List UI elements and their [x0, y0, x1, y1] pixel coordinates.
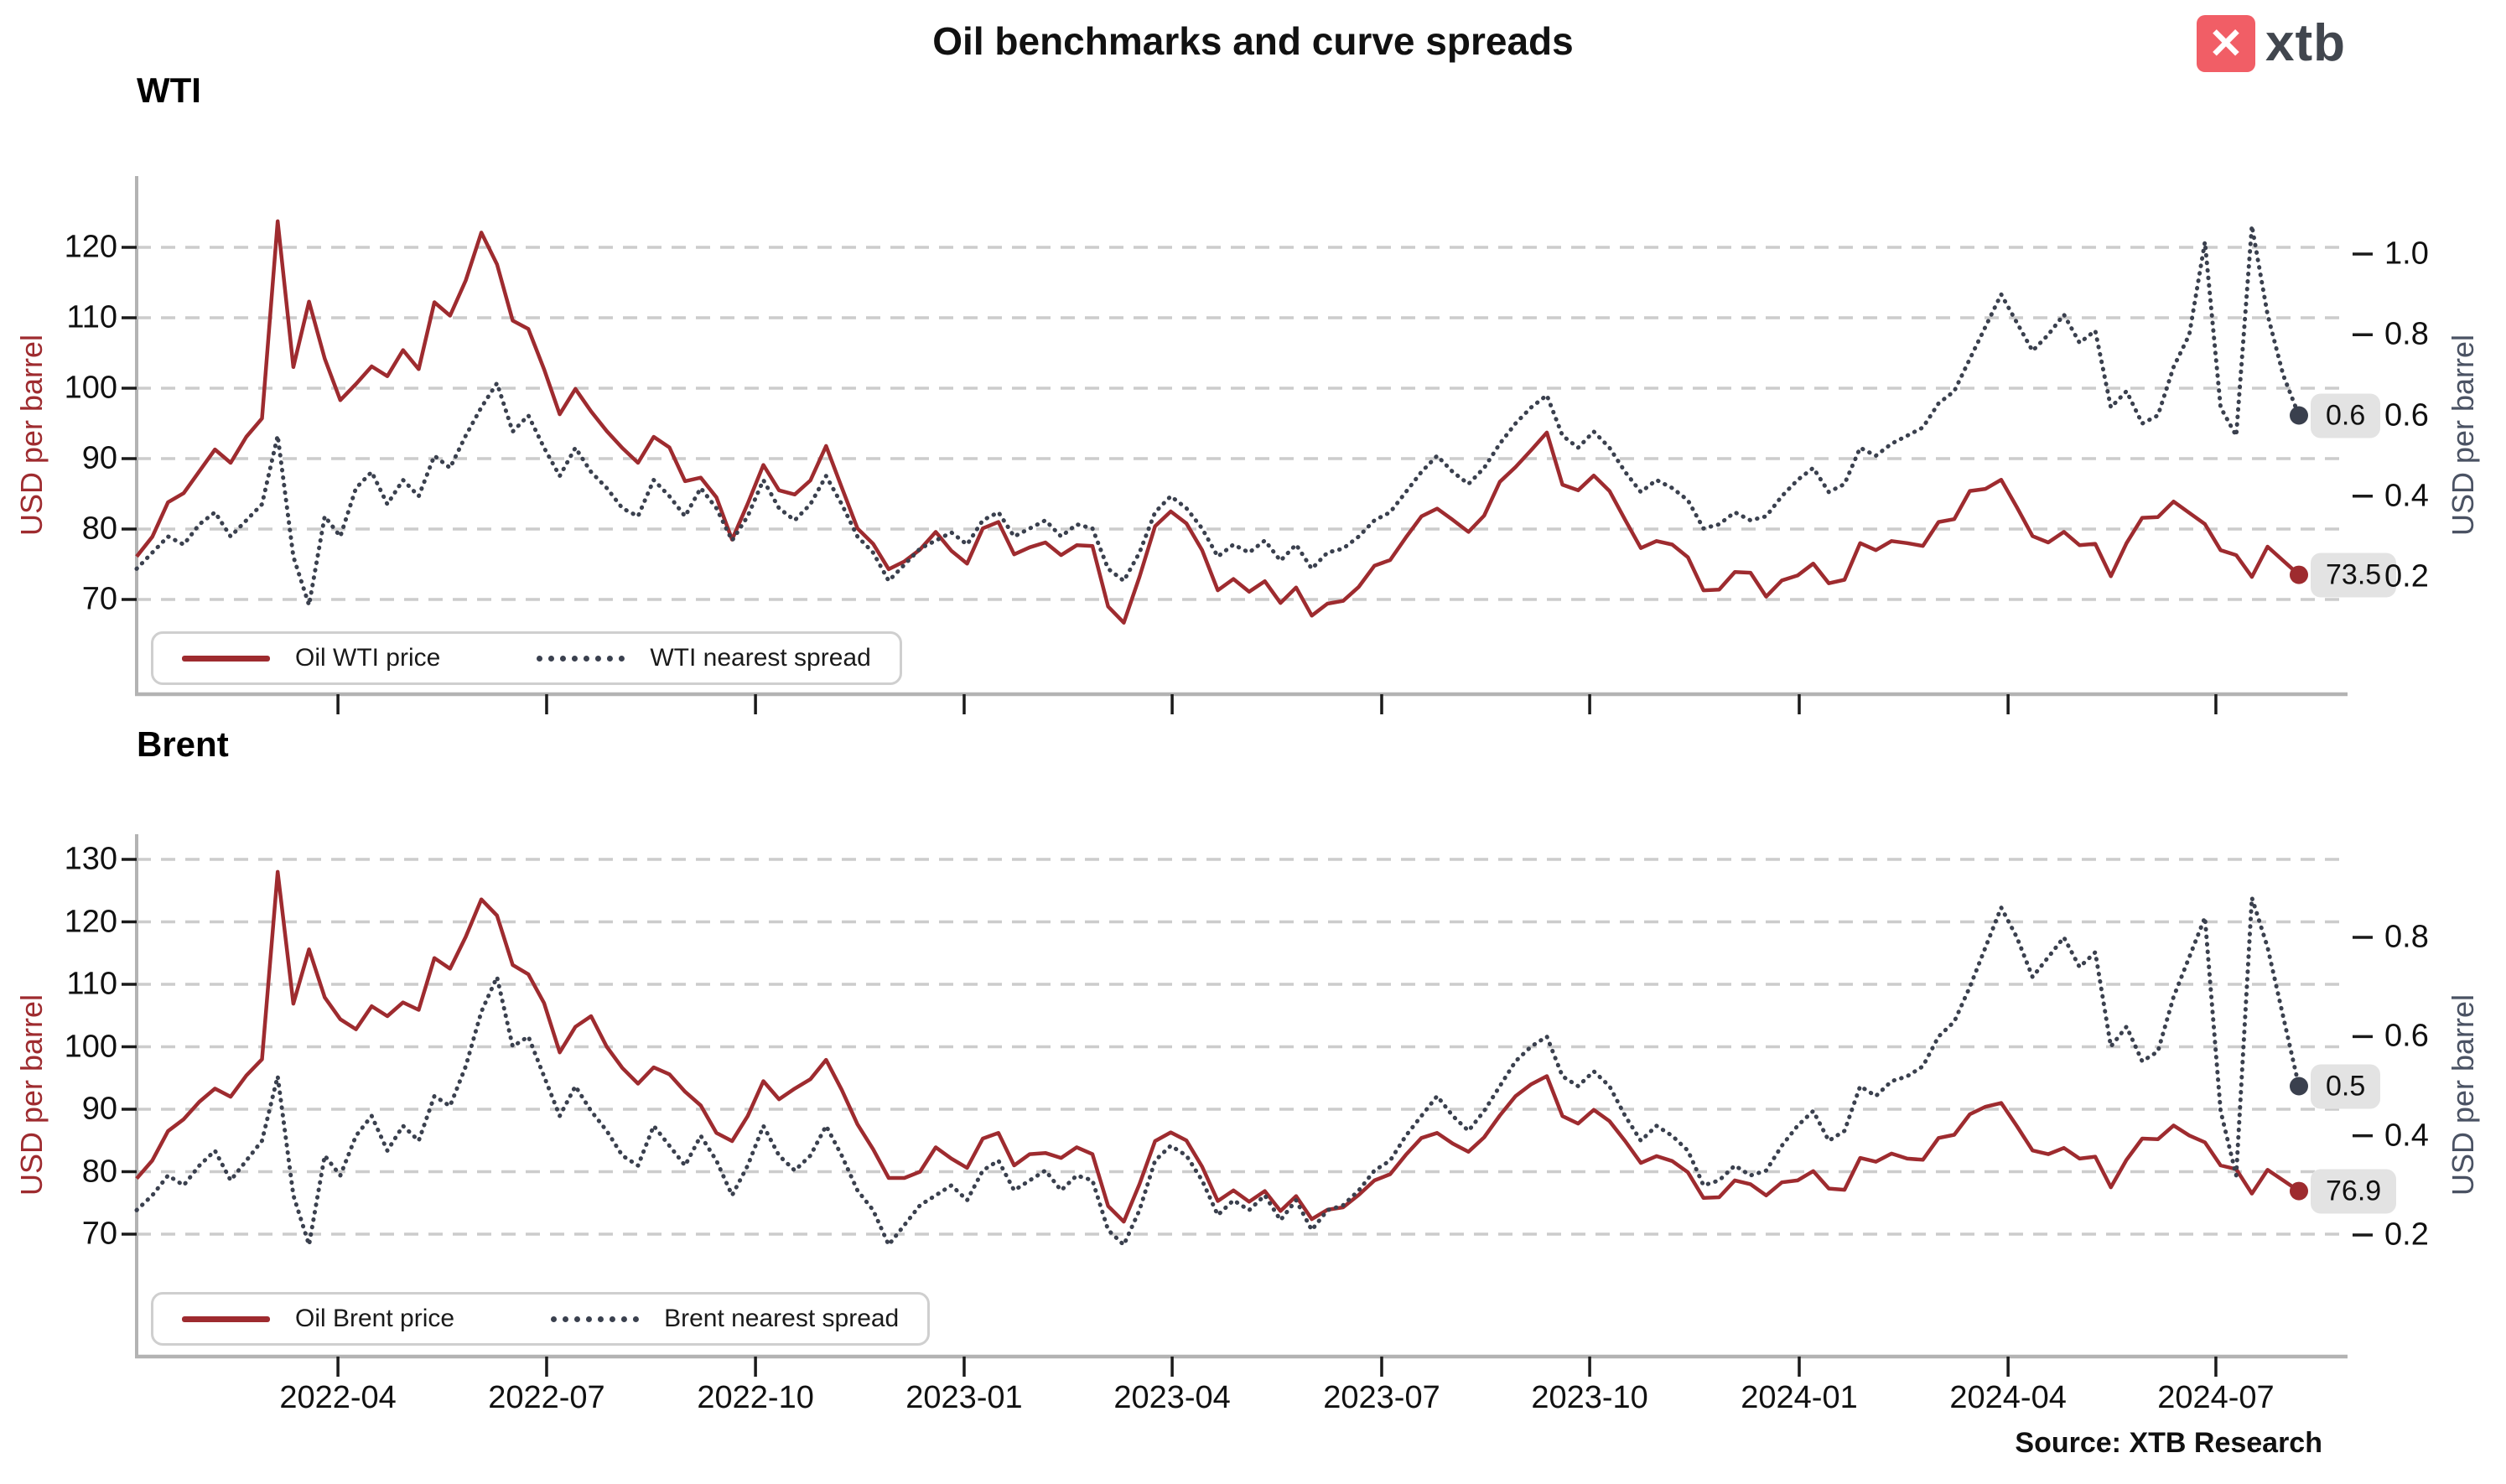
wti-legend: Oil WTI price WTI nearest spread [151, 631, 902, 685]
left-axis-tick-label: 90 [81, 440, 117, 476]
series-end-dot [2290, 565, 2308, 584]
wti-price-end-value-badge: 73.5 [2311, 553, 2397, 598]
right-axis-tick-label: 0.4 [2384, 478, 2429, 514]
legend-label-wti-price: Oil WTI price [295, 644, 441, 672]
x-axis-tick-label: 2024-01 [1741, 1380, 1858, 1415]
wti-spread-end-value-badge: 0.6 [2311, 393, 2381, 438]
left-axis-tick-label: 80 [81, 1154, 117, 1189]
spread-line-series [134, 223, 2301, 608]
brent-price-end-value-badge: 76.9 [2311, 1169, 2397, 1214]
left-axis-tick-label: 70 [81, 1216, 117, 1252]
brent-right-axis-label: USD per barrel [2446, 994, 2480, 1196]
xtb-logo-icon: ✕ [2197, 14, 2255, 72]
x-axis-tick-label: 2022-07 [488, 1380, 605, 1415]
price-line-sample-icon [182, 1315, 270, 1322]
series-end-dot [2290, 1077, 2308, 1096]
series-end-dot [2290, 406, 2308, 425]
right-axis-tick-label: 0.8 [2384, 316, 2429, 352]
brent-legend: Oil Brent price Brent nearest spread [151, 1292, 931, 1346]
x-axis-tick-label: 2023-07 [1323, 1380, 1440, 1415]
price-line-series [135, 219, 2301, 625]
xtb-logo-text: xtb [2265, 14, 2346, 72]
right-axis-tick-label: 0.2 [2384, 1217, 2429, 1253]
spread-line-sample-icon [551, 1315, 640, 1322]
wti-right-axis-label: USD per barrel [2446, 334, 2480, 537]
left-axis-tick-label: 100 [64, 1029, 117, 1064]
left-axis-tick-label: 70 [81, 581, 117, 617]
x-axis-tick-label: 2023-01 [905, 1380, 1023, 1415]
wti-panel-title: WTI [137, 70, 201, 110]
left-axis-tick-label: 110 [66, 299, 117, 335]
x-axis-tick-label: 2022-04 [279, 1380, 397, 1415]
left-axis-tick-label: 100 [64, 370, 117, 406]
right-axis-tick-label: 0.6 [2384, 1018, 2429, 1054]
left-axis-tick-label: 80 [81, 511, 117, 547]
series-end-dot [2290, 1181, 2308, 1201]
x-axis-tick-label: 2023-04 [1113, 1380, 1231, 1415]
x-axis-tick-label: 2022-10 [697, 1380, 814, 1415]
left-axis-tick-label: 120 [64, 229, 117, 265]
left-axis-tick-label: 120 [64, 904, 117, 939]
right-axis-tick-label: 0.2 [2384, 558, 2429, 594]
xtb-logo: ✕ xtb [2197, 13, 2346, 73]
left-axis-tick-label: 90 [81, 1091, 117, 1127]
left-axis-tick-label: 110 [66, 966, 117, 1002]
legend-label-brent-price: Oil Brent price [295, 1305, 455, 1332]
right-axis-tick-label: 0.4 [2384, 1118, 2429, 1154]
x-axis-tick-label: 2024-07 [2157, 1380, 2275, 1415]
page-title: Oil benchmarks and curve spreads [932, 19, 1574, 63]
right-axis-tick-label: 0.6 [2384, 397, 2429, 433]
left-axis-tick-label: 130 [64, 841, 117, 877]
spread-line-sample-icon [537, 655, 625, 662]
right-axis-tick-label: 1.0 [2384, 236, 2429, 272]
wti-left-axis-label: USD per barrel [14, 334, 49, 537]
brent-spread-end-value-badge: 0.5 [2311, 1064, 2381, 1108]
x-axis-tick-label: 2024-04 [1949, 1380, 2067, 1415]
spread-line-series [134, 895, 2301, 1248]
source-note: Source: XTB Research [2015, 1427, 2322, 1459]
price-line-sample-icon [182, 655, 270, 662]
price-line-series [135, 869, 2301, 1224]
right-axis-tick-label: 0.8 [2384, 919, 2429, 955]
brent-panel-title: Brent [137, 724, 229, 764]
x-axis-tick-label: 2023-10 [1531, 1380, 1648, 1415]
legend-label-brent-spread: Brent nearest spread [664, 1305, 900, 1332]
legend-label-wti-spread: WTI nearest spread [650, 644, 871, 672]
x-icon: ✕ [2208, 19, 2244, 67]
